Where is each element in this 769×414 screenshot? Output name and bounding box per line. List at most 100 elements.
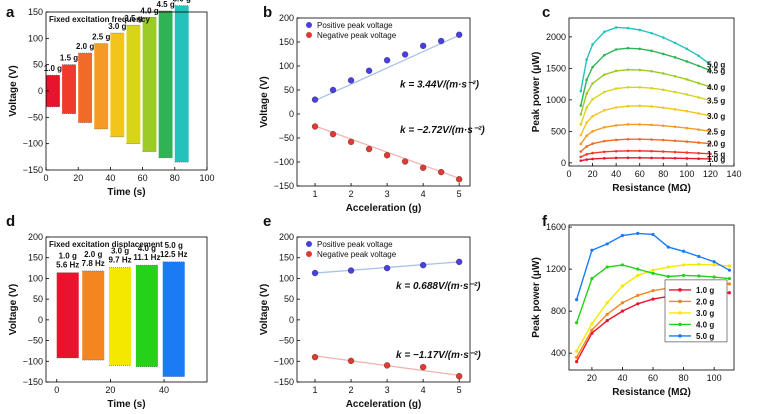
x-axis-label: Acceleration (g)	[346, 399, 422, 410]
series-marker	[673, 108, 677, 111]
series-marker	[605, 312, 609, 316]
legend-label: 3.0 g	[696, 309, 714, 318]
bar-label: 4.0 g	[138, 244, 156, 253]
slope-annotation: k = −1.17V/(m·s⁻²)	[396, 350, 481, 361]
series-line	[580, 105, 711, 136]
series-marker	[651, 297, 655, 301]
axes-frame	[568, 17, 735, 167]
series-marker	[638, 156, 642, 160]
bar-label: 5.0 g	[173, 0, 191, 4]
y-tick-label: 100	[279, 61, 294, 71]
series-marker	[575, 359, 579, 364]
series-marker	[673, 74, 677, 78]
series-marker	[603, 108, 606, 112]
series-marker	[591, 142, 594, 145]
bar	[109, 267, 132, 366]
bar-frequency-label: 7.8 Hz	[82, 259, 105, 268]
x-tick-label: 60	[138, 173, 148, 183]
series-marker	[626, 85, 630, 89]
y-tick-label: 50	[284, 294, 294, 304]
x-tick-label: 20	[105, 385, 115, 395]
series-marker	[579, 113, 583, 116]
series-marker	[636, 273, 640, 278]
y-tick-label: 200	[279, 232, 294, 242]
data-point	[347, 138, 355, 145]
series-marker	[636, 267, 640, 271]
series-end-label: 4.5 g	[707, 67, 725, 76]
y-axis-label: Peak power (μW)	[531, 52, 542, 133]
bar	[46, 75, 60, 107]
series-marker	[727, 276, 732, 281]
series-marker	[650, 149, 653, 153]
y-tick-label: 0	[561, 158, 566, 168]
series-marker	[673, 150, 677, 154]
y-tick-label: −150	[23, 165, 43, 175]
series-marker	[626, 156, 630, 160]
y-tick-label: 200	[28, 232, 43, 242]
series-marker	[614, 106, 618, 109]
series-marker	[636, 302, 640, 306]
series-marker	[651, 268, 655, 272]
series-marker	[685, 60, 689, 63]
series-marker	[626, 68, 630, 71]
series-marker	[650, 49, 653, 53]
legend-marker	[678, 322, 682, 327]
y-tick-label: −50	[279, 133, 294, 143]
series-marker	[661, 156, 665, 160]
series-marker	[626, 123, 630, 126]
series-marker	[650, 31, 653, 35]
series-end-label: 3.5 g	[707, 97, 725, 106]
y-tick-label: 1500	[546, 63, 566, 73]
panel-letter: d	[6, 213, 15, 230]
series-marker	[666, 274, 670, 279]
y-tick-label: −50	[279, 336, 294, 346]
series-marker	[603, 90, 606, 94]
series-marker	[614, 149, 618, 153]
data-point	[383, 264, 391, 272]
series-marker	[605, 319, 609, 323]
legend-label: Negative peak voltage	[317, 250, 397, 259]
series-marker	[585, 158, 588, 161]
series-marker	[661, 150, 665, 153]
series-end-label: 3.0 g	[707, 112, 725, 121]
data-point	[311, 353, 319, 361]
series-marker	[591, 114, 594, 118]
x-tick-label: 20	[588, 169, 598, 179]
series-marker	[579, 159, 583, 162]
series-marker	[685, 157, 689, 160]
series-marker	[727, 291, 732, 295]
series-marker	[685, 151, 689, 154]
bar-label: 3.5 g	[124, 14, 142, 23]
data-point	[311, 123, 319, 130]
series-marker	[638, 104, 642, 108]
axes-frame	[296, 17, 471, 187]
panel-letter: c	[542, 4, 550, 21]
series-line	[580, 123, 711, 145]
series-marker	[697, 274, 701, 278]
legend-label: 1.0 g	[696, 286, 714, 295]
series-end-label: 4.0 g	[707, 83, 725, 92]
y-tick-label: 2000	[546, 32, 566, 42]
series-marker	[727, 264, 732, 268]
y-tick-label: 0	[289, 315, 294, 325]
y-tick-label: 50	[33, 60, 43, 70]
y-tick-label: 1600	[546, 222, 566, 232]
series-marker	[638, 68, 642, 72]
panel-letter: e	[263, 213, 271, 230]
y-tick-label: −150	[274, 181, 294, 191]
series-marker	[685, 126, 689, 130]
series-end-label: 1.0 g	[707, 155, 725, 164]
series-marker	[579, 150, 583, 153]
data-point	[329, 131, 337, 138]
bar-label: 3.0 g	[108, 22, 126, 31]
series-marker	[651, 289, 655, 293]
y-tick-label: 0	[38, 315, 43, 325]
series-marker	[709, 130, 712, 133]
data-point	[365, 145, 373, 153]
data-point	[347, 267, 355, 274]
series-marker	[709, 69, 712, 72]
series-marker	[585, 58, 588, 61]
data-point	[383, 57, 391, 64]
series-marker	[727, 268, 732, 272]
